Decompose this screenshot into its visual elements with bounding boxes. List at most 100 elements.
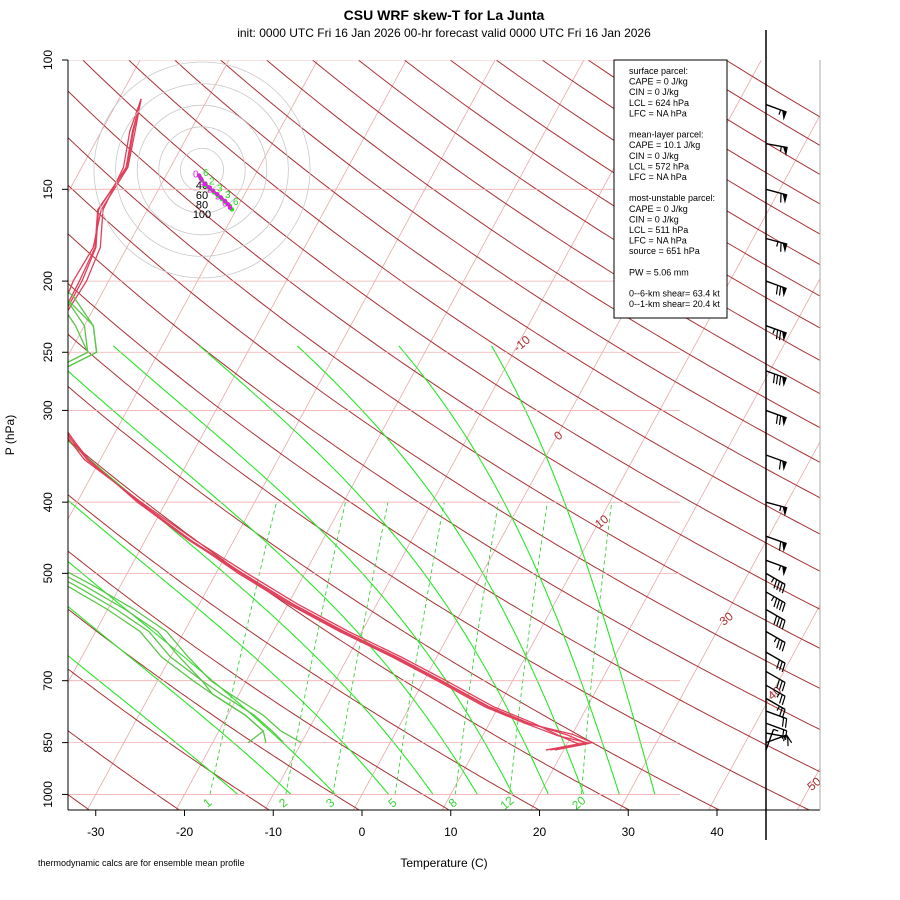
dry-adiabat-line [68, 608, 360, 810]
wind-barb-pennant [782, 416, 787, 427]
wind-barb-staff [765, 409, 787, 419]
wind-barb-half-flag [772, 328, 776, 334]
wind-barb [765, 409, 787, 427]
wind-barb-flag [778, 286, 782, 296]
wind-barb-staff [765, 280, 787, 290]
parcel-box-line: LCL = 511 hPa [629, 225, 688, 235]
parcel-box-line: LFC = NA hPa [629, 172, 687, 182]
parcel-box-frame [613, 59, 728, 319]
wind-barb-flag [772, 373, 776, 384]
wind-barb-half-flag [773, 728, 779, 732]
wind-barb-flag [781, 602, 786, 612]
hodograph-green-label: 3 [225, 190, 231, 201]
dry-adiabat-line [68, 494, 540, 810]
dry-adiabat-line [68, 136, 820, 649]
parcel-box-line: LFC = NA hPa [629, 108, 687, 118]
y-tick-label: 150 [41, 179, 55, 199]
hodograph-ring [93, 61, 311, 279]
wind-barb [765, 670, 786, 692]
isotherm-label: 50 [804, 774, 823, 794]
parcel-box-line: most-unstable parcel: [629, 193, 715, 203]
parcel-box-line: CIN = 0 J/kg [629, 214, 679, 224]
wind-barb-flag [773, 579, 778, 589]
dry-adiabat-line [68, 233, 820, 731]
wind-barb [765, 630, 786, 652]
hodograph-magenta-point [222, 198, 228, 204]
wind-barb-flag [778, 601, 783, 611]
y-tick-label: 1000 [41, 781, 55, 808]
wind-barb-flag [773, 597, 778, 608]
moist-adiabat-line [112, 345, 514, 795]
y-tick-label: 200 [41, 271, 55, 291]
wind-barb-staff [765, 710, 787, 720]
wind-barb-staff [765, 608, 786, 622]
dry-adiabat-lines [68, 60, 820, 810]
wind-barb-staff [765, 572, 786, 585]
hodograph-magenta-point [210, 188, 216, 193]
dewpoint-profile [68, 290, 265, 744]
wind-barb [765, 608, 786, 630]
x-tick-label: -20 [176, 825, 194, 839]
mixing-ratio-line [454, 502, 499, 795]
parcel-box-line: LCL = 572 hPa [629, 161, 689, 171]
hodograph-green-label: 6 [203, 168, 209, 179]
wind-barb-half-flag [770, 577, 775, 583]
wind-barb-flag [778, 707, 783, 717]
wind-barb-flag [776, 599, 781, 609]
hodograph-ring-label: 60 [196, 190, 208, 202]
chart-subtitle: init: 0000 UTC Fri 16 Jan 2026 00-hr for… [237, 26, 651, 40]
wind-barb-flag [776, 659, 781, 669]
x-tick-label: 20 [533, 825, 547, 839]
dry-adiabat-line [174, 60, 820, 499]
wind-barb-flag [781, 696, 786, 706]
dry-adiabat-line [68, 90, 820, 610]
hodograph-magenta-point [198, 176, 204, 181]
wind-barb [765, 591, 786, 612]
wind-barb-flag [778, 460, 782, 470]
wind-barb-staff [765, 684, 786, 697]
wind-barb-flag [776, 679, 781, 689]
wind-barb-half-flag [783, 736, 786, 742]
parcel-box-line: LFC = NA hPa [629, 236, 687, 246]
wind-barb [765, 103, 787, 121]
parcel-box-line: CAPE = 0 J/kg [629, 204, 688, 214]
wind-barb-pennant [782, 542, 787, 553]
hodograph-ring-label: 80 [196, 199, 208, 211]
dry-adiabat-line [68, 282, 820, 773]
parcel-box-line: PW = 5.06 mm [629, 267, 689, 277]
parcel-box-line: CIN = 0 J/kg [629, 87, 679, 97]
mixing-ratio-label: 3 [323, 795, 337, 810]
wind-barb [765, 559, 787, 577]
parcel-box-line: CAPE = 0 J/kg [629, 77, 688, 87]
wind-barb [765, 684, 786, 706]
wind-barb-flag [778, 415, 782, 425]
y-tick-label: 850 [41, 732, 55, 752]
x-tick-label: 40 [710, 825, 724, 839]
moist-adiabat-line [68, 440, 434, 795]
dry-adiabat-line [128, 60, 820, 535]
dry-adiabat-line [68, 550, 450, 810]
wind-barb-pennant [782, 506, 788, 517]
wind-barb-flag [773, 615, 778, 625]
moist-adiabat-line [68, 605, 292, 795]
moist-adiabat-line [199, 345, 549, 795]
hodograph-magenta-point [214, 191, 220, 197]
hodograph-green-label: 6 [233, 197, 239, 208]
isotherm-line [68, 60, 407, 684]
y-tick-label: 400 [41, 492, 55, 512]
parcel-box-line: source = 651 hPa [629, 246, 700, 256]
dry-adiabat-line [68, 333, 810, 810]
hodograph-ring [115, 83, 289, 257]
wind-barb-staff [765, 630, 786, 644]
parcel-box-line: mean-layer parcel: [629, 130, 704, 140]
wind-barb-flag [775, 375, 779, 385]
hodograph-magenta-point [206, 185, 212, 190]
dry-adiabat-line [68, 184, 820, 689]
isotherm-line [86, 60, 496, 810]
hodograph-magenta-label: 6 [222, 198, 228, 209]
wind-barb-flag [778, 680, 783, 690]
